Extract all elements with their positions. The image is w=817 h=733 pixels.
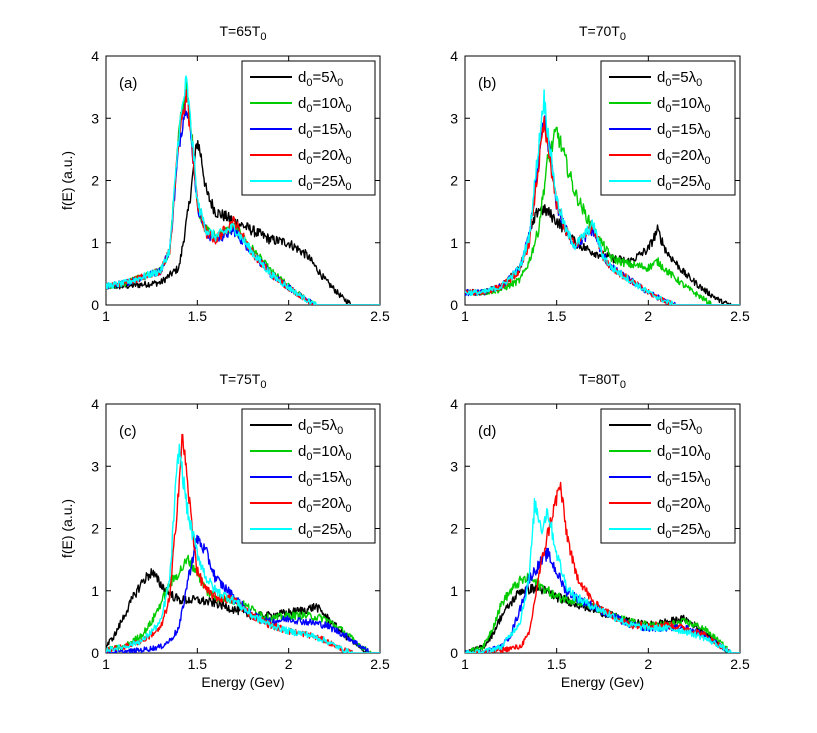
legend-entry: d0=25λ0 — [298, 521, 352, 541]
series-group — [106, 75, 380, 305]
x-tick-label: 2.5 — [730, 656, 750, 672]
x-tick-label: 2 — [285, 308, 293, 324]
legend-entry: d0=25λ0 — [298, 173, 352, 193]
legend-entry: d0=25λ0 — [657, 173, 711, 193]
chart-title: T=70T0 — [579, 23, 626, 43]
chart-title: T=65T0 — [220, 23, 267, 43]
legend-entry: d0=15λ0 — [657, 469, 711, 489]
legend-entry: d0=20λ0 — [657, 495, 711, 515]
x-tick-label: 1.5 — [188, 656, 208, 672]
y-tick-label: 1 — [91, 235, 99, 251]
y-tick-label: 0 — [450, 297, 458, 313]
legend-entry: d0=20λ0 — [657, 147, 711, 167]
y-tick-label: 3 — [450, 458, 458, 474]
legend-entry: d0=15λ0 — [657, 121, 711, 141]
y-tick-label: 1 — [450, 583, 458, 599]
chart-title: T=75T0 — [220, 371, 267, 391]
legend: d0=5λ0 d0=10λ0 d0=15λ0 d0=20λ0 d0=25λ0 — [241, 60, 376, 196]
x-tick-label: 1 — [102, 656, 110, 672]
y-tick-label: 4 — [91, 396, 99, 412]
chart-title: T=80T0 — [579, 371, 626, 391]
legend-entry: d0=5λ0 — [298, 69, 343, 89]
x-tick-label: 2 — [644, 308, 652, 324]
legend-entry: d0=20λ0 — [298, 147, 352, 167]
y-tick-label: 2 — [450, 521, 458, 537]
y-tick-label: 3 — [450, 110, 458, 126]
series-group — [465, 89, 740, 305]
y-axis-label: f(E) (a.u.) — [59, 151, 75, 210]
series-line — [465, 89, 740, 305]
legend-entry: d0=10λ0 — [298, 443, 352, 463]
x-tick-label: 1.5 — [188, 308, 208, 324]
legend-entry: d0=5λ0 — [657, 69, 702, 89]
x-tick-label: 2.5 — [370, 656, 390, 672]
series-line — [106, 75, 380, 305]
legend: d0=5λ0 d0=10λ0 d0=15λ0 d0=20λ0 d0=25λ0 — [600, 60, 736, 196]
legend: d0=5λ0 d0=10λ0 d0=15λ0 d0=20λ0 d0=25λ0 — [241, 408, 376, 544]
series-line — [106, 443, 380, 653]
series-line — [465, 116, 740, 305]
series-line — [465, 481, 740, 653]
y-tick-label: 0 — [91, 645, 99, 661]
y-tick-label: 0 — [450, 645, 458, 661]
series-line — [465, 498, 740, 653]
x-tick-label: 1 — [102, 308, 110, 324]
x-tick-label: 2 — [285, 656, 293, 672]
x-axis-label: Energy (Gev) — [201, 674, 284, 690]
legend-entry: d0=10λ0 — [657, 443, 711, 463]
y-tick-label: 3 — [91, 110, 99, 126]
y-tick-label: 1 — [91, 583, 99, 599]
x-tick-label: 1.5 — [547, 656, 567, 672]
legend-entry: d0=15λ0 — [298, 469, 352, 489]
panel-label: (a) — [119, 75, 137, 92]
y-tick-label: 1 — [450, 235, 458, 251]
y-tick-label: 4 — [91, 48, 99, 64]
series-line — [106, 433, 380, 653]
y-tick-label: 2 — [91, 521, 99, 537]
panel-label: (c) — [119, 423, 137, 440]
x-tick-label: 2.5 — [370, 308, 390, 324]
legend-entry: d0=15λ0 — [298, 121, 352, 141]
panel-label: (d) — [478, 423, 496, 440]
y-tick-label: 2 — [450, 173, 458, 189]
y-tick-label: 0 — [91, 297, 99, 313]
series-group — [106, 433, 380, 653]
y-tick-label: 4 — [450, 396, 458, 412]
series-line — [106, 139, 380, 305]
y-axis-label: f(E) (a.u.) — [59, 499, 75, 558]
x-axis-label: Energy (Gev) — [561, 674, 644, 690]
x-tick-label: 1 — [461, 656, 469, 672]
series-line — [465, 126, 740, 305]
y-tick-label: 4 — [450, 48, 458, 64]
legend-entry: d0=20λ0 — [298, 495, 352, 515]
x-tick-label: 2 — [644, 656, 652, 672]
panel-label: (b) — [478, 75, 496, 92]
chart-panel-2: 1 1.5 2 2.501234(b)T=70T0d0=5λ0d0=10λ0d0=15… — [450, 23, 750, 324]
x-tick-label: 2.5 — [730, 308, 750, 324]
y-tick-label: 2 — [91, 173, 99, 189]
legend-entry: d0=5λ0 — [298, 417, 343, 437]
y-tick-label: 3 — [91, 458, 99, 474]
legend: d0=5λ0 d0=10λ0 d0=15λ0 d0=20λ0 d0=25λ0 — [600, 408, 736, 544]
legend-entry: d0=10λ0 — [298, 95, 352, 115]
legend-entry: d0=25λ0 — [657, 521, 711, 541]
legend-entry: d0=10λ0 — [657, 95, 711, 115]
x-tick-label: 1.5 — [547, 308, 567, 324]
legend-entry: d0=5λ0 — [657, 417, 702, 437]
series-group — [465, 481, 740, 653]
x-tick-label: 1 — [461, 308, 469, 324]
